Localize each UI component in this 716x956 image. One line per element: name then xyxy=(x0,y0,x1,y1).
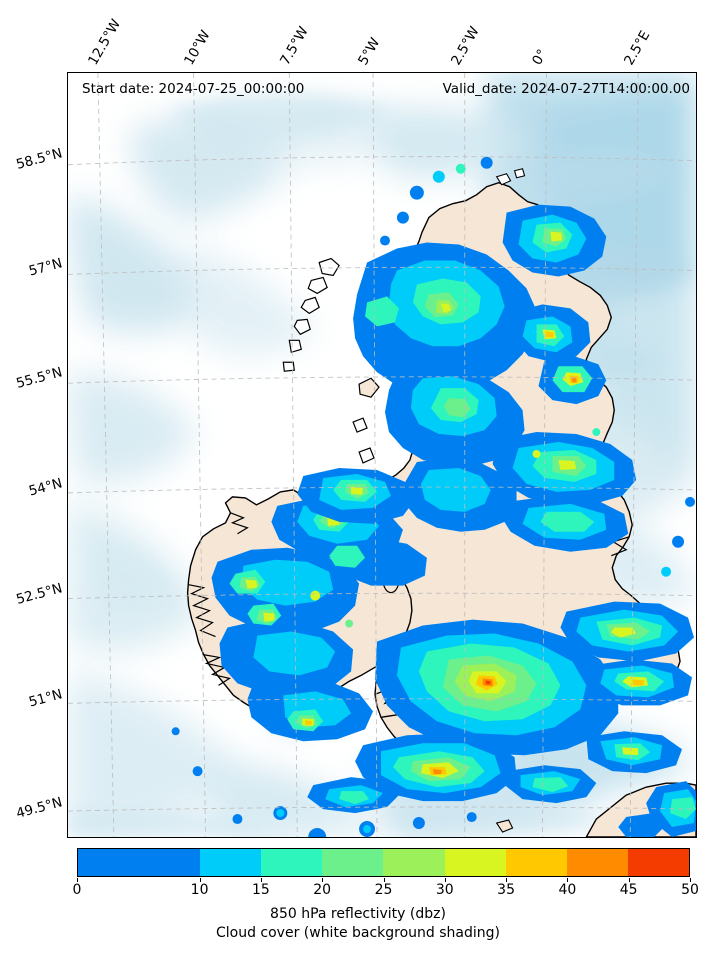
colorbar-tick-label: 45 xyxy=(619,882,638,898)
colorbar[interactable] xyxy=(77,848,690,877)
lat-tick-label: 52.5°N xyxy=(14,580,65,608)
lat-tick-label: 58.5°N xyxy=(14,145,65,173)
northern-isles xyxy=(495,168,526,186)
lat-tick-label: 49.5°N xyxy=(14,794,65,822)
colorbar-tick-mark xyxy=(567,878,569,882)
lon-tick-label: 10°W xyxy=(181,27,214,68)
echo-southwest xyxy=(307,733,597,814)
lon-tick-label: 7.5°W xyxy=(277,23,312,68)
caption-line-1: 850 hPa reflectivity (dbz) xyxy=(270,906,446,922)
colorbar-band xyxy=(322,849,384,876)
lon-tick-label: 5°W xyxy=(355,35,384,68)
lon-tick-label: 12.5°W xyxy=(85,16,125,68)
lat-tick-label: 54°N xyxy=(27,475,65,500)
colorbar-band xyxy=(261,849,323,876)
colorbar-tick-label: 50 xyxy=(681,882,699,898)
colorbar-tick-label: 25 xyxy=(374,882,393,898)
colorbar-tick-label: 15 xyxy=(251,882,270,898)
colorbar-band xyxy=(566,849,628,876)
caption-line-2: Cloud cover (white background shading) xyxy=(215,925,501,941)
colorbar-band xyxy=(78,849,201,876)
colorbar-tick-label: 10 xyxy=(190,882,209,898)
lat-tick-label: 57°N xyxy=(27,255,65,280)
colorbar-section: 0 10 15 20 25 30 35 40 45 50 850 hPa reflectivity… xyxy=(0,848,716,956)
colorbar-tick-mark xyxy=(322,878,324,882)
colorbar-band xyxy=(383,849,445,876)
echo-northern-england xyxy=(492,432,637,552)
lon-tick-label: 2.5°E xyxy=(621,28,654,68)
colorbar-tick-label: 40 xyxy=(558,882,577,898)
colorbar-tick-mark xyxy=(506,878,508,882)
outer-hebrides xyxy=(282,257,340,372)
colorbar-band xyxy=(505,849,567,876)
echo-ireland xyxy=(211,467,427,742)
valid-date-annotation: Valid_date: 2024-07-27T14:00:00.00 xyxy=(442,81,690,97)
colorbar-tick-mark xyxy=(260,878,262,882)
channel-islands xyxy=(495,819,514,833)
reflectivity-layer xyxy=(171,156,696,837)
lat-tick-label: 55.5°N xyxy=(14,364,65,392)
colorbar-tick-label: 20 xyxy=(313,882,332,898)
colorbar-band xyxy=(200,849,262,876)
colorbar-tick-mark xyxy=(77,878,78,882)
echo-midlands xyxy=(375,601,695,774)
echo-scotland xyxy=(353,204,607,532)
longitude-axis: 12.5°W 10°W 7.5°W 5°W 2.5°W 0° 2.5°E xyxy=(0,0,716,70)
colorbar-band xyxy=(627,849,689,876)
colorbar-tick-mark xyxy=(383,878,385,882)
colorbar-caption: 850 hPa reflectivity (dbz) Cloud cover (… xyxy=(0,905,716,943)
map-plot-area[interactable]: Start date: 2024-07-25_00:00:00 Valid_da… xyxy=(67,72,697,838)
colorbar-tick-label: 0 xyxy=(72,882,82,898)
colorbar-ticks: 0 10 15 20 25 30 35 40 45 50 xyxy=(0,878,716,900)
colorbar-tick-mark xyxy=(628,878,630,882)
lon-tick-label: 2.5°W xyxy=(448,23,483,68)
latitude-axis: 58.5°N 57°N 55.5°N 54°N 52.5°N 51°N 49.5°N xyxy=(0,0,67,956)
colorbar-tick-mark xyxy=(690,878,691,882)
echo-scattered-cells xyxy=(171,156,696,837)
gridlines xyxy=(68,73,696,837)
lat-tick-label: 51°N xyxy=(27,686,65,711)
start-date-annotation: Start date: 2024-07-25_00:00:00 xyxy=(82,81,305,97)
lon-tick-label: 0° xyxy=(529,46,551,68)
colorbar-tick-mark xyxy=(444,878,446,882)
colorbar-tick-label: 30 xyxy=(435,882,454,898)
colorbar-tick-mark xyxy=(199,878,201,882)
colorbar-tick-label: 35 xyxy=(497,882,516,898)
map-canvas xyxy=(68,73,696,837)
colorbar-band xyxy=(444,849,506,876)
